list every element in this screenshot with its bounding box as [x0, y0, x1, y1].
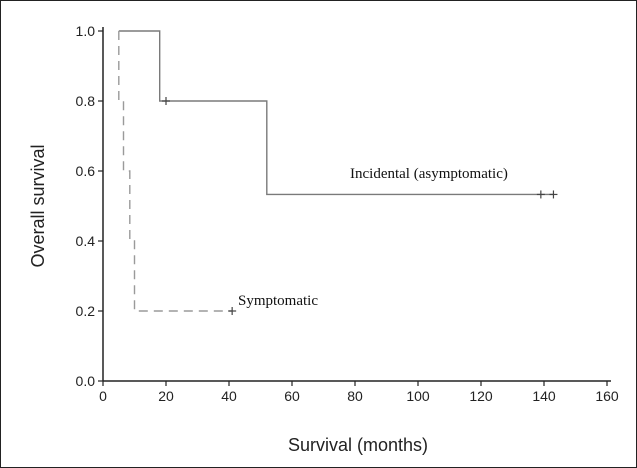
censor-mark: [228, 307, 237, 315]
y-tick-label: 0.0: [76, 373, 96, 389]
censor-mark: [162, 97, 170, 105]
x-tick-label: 100: [406, 388, 430, 404]
x-tick-label: 0: [99, 388, 107, 404]
axes: 0 20 40 60 80 100 120 140 160 0.0 0.2 0.4 0.6 0.8 1.0: [76, 23, 619, 404]
series-line-incidental: [118, 30, 554, 196]
x-tick-label: 160: [595, 388, 619, 404]
x-tick-label: 60: [284, 388, 300, 404]
censor-mark: [536, 190, 545, 199]
x-tick-label: 20: [158, 388, 174, 404]
y-axis-title: Overall survival: [28, 144, 48, 267]
y-tick-label: 0.8: [76, 93, 96, 109]
y-tick-label: 1.0: [76, 23, 96, 39]
y-tick-label: 0.2: [76, 303, 96, 319]
series-layer: [118, 30, 558, 315]
labels-layer: Incidental (asymptomatic) Symptomatic: [238, 166, 508, 309]
series-line-symptomatic: [118, 31, 233, 312]
y-tick-label: 0.6: [76, 163, 96, 179]
series-label-symptomatic: Symptomatic: [238, 293, 318, 309]
x-axis-title: Survival (months): [288, 435, 428, 455]
series-label-incidental: Incidental (asymptomatic): [350, 166, 508, 182]
x-tick-label: 40: [221, 388, 237, 404]
x-tick-label: 120: [469, 388, 493, 404]
x-tick-label: 140: [532, 388, 556, 404]
y-tick-label: 0.4: [76, 233, 96, 249]
x-tick-label: 80: [347, 388, 363, 404]
censor-mark: [549, 190, 558, 199]
